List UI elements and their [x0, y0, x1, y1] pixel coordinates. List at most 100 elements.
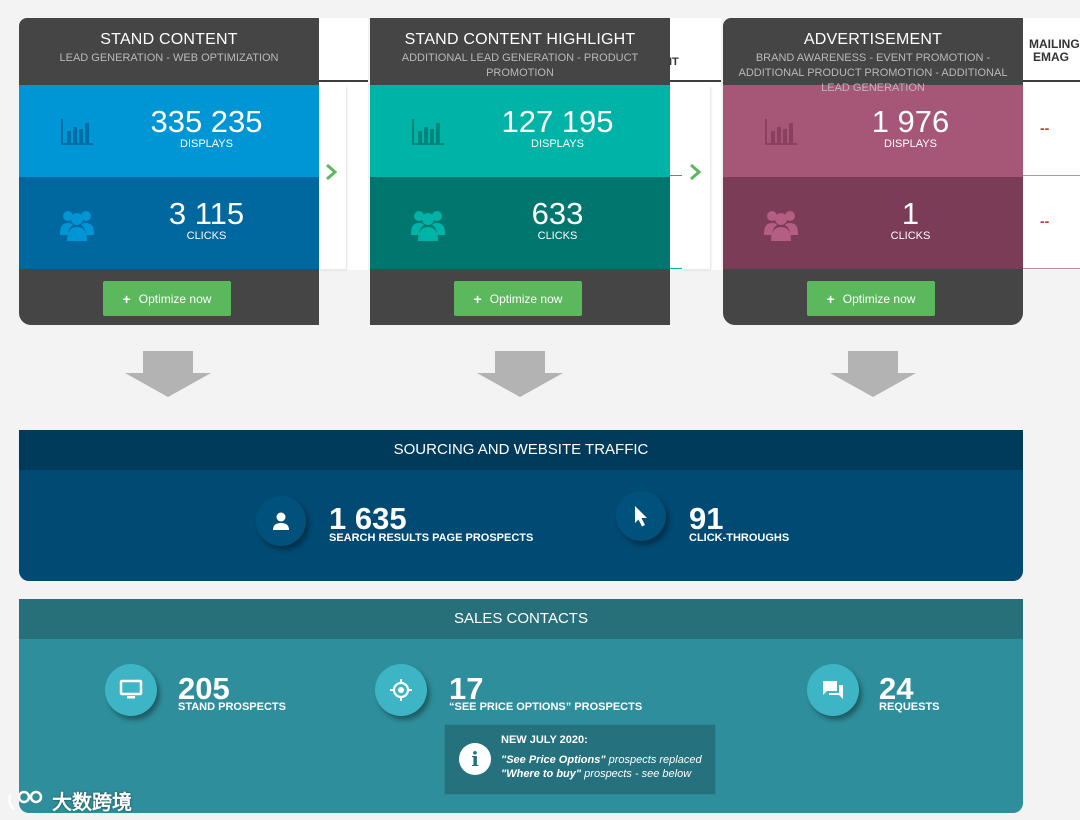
stand-content-highlight-card: STAND CONTENT HIGHLIGHT ADDITIONAL LEAD …: [370, 18, 670, 325]
displays-label: DISPLAYS: [884, 138, 937, 150]
mailing-divider: [1022, 175, 1080, 176]
card-footer: + Optimize now: [370, 269, 670, 325]
mailing-header: MAILING EMAG: [1022, 18, 1080, 82]
optimize-now-button[interactable]: + Optimize now: [807, 281, 935, 316]
mailing-divider: [1022, 268, 1080, 269]
optimize-now-label: Optimize now: [842, 291, 916, 306]
clicks-value: 633: [531, 196, 584, 231]
sales-contacts-title: SALES CONTACTS: [19, 599, 1023, 639]
advertisement-card: ADVERTISEMENT BRAND AWARENESS - EVENT PR…: [723, 18, 1023, 325]
displays-value: 335 235: [150, 104, 263, 139]
stand-content-card: STAND CONTENT LEAD GENERATION - WEB OPTI…: [19, 18, 319, 325]
card-header: STAND CONTENT HIGHLIGHT ADDITIONAL LEAD …: [370, 18, 670, 85]
partial-header-text: IT: [669, 56, 679, 68]
mailing-value: --: [1040, 120, 1050, 136]
bar-chart-icon: [61, 119, 93, 145]
requests-value: 24: [879, 671, 914, 706]
click-throughs-value: 91: [689, 501, 724, 536]
down-arrow-icon: [477, 351, 563, 397]
teal-row-line: [669, 175, 683, 176]
card-subtitle: ADDITIONAL LEAD GENERATION - PRODUCT PRO…: [401, 52, 639, 79]
mailing-column: MAILING EMAG -- --: [1022, 18, 1080, 270]
chat-icon: [823, 681, 843, 699]
teal-row-line-2: [669, 268, 683, 269]
stand-prospects-value: 205: [178, 671, 230, 706]
optimize-now-label: Optimize now: [138, 291, 212, 306]
cursor-icon: [635, 506, 647, 527]
info-line-1-text: prospects replaced: [605, 754, 702, 766]
users-icon: [411, 211, 445, 241]
card-header: ADVERTISEMENT BRAND AWARENESS - EVENT PR…: [723, 18, 1023, 94]
plus-icon: +: [826, 290, 835, 307]
users-icon: [764, 211, 798, 241]
card-subtitle: LEAD GENERATION - WEB OPTIMIZATION: [59, 52, 279, 64]
person-circle: [256, 496, 306, 546]
optimize-now-button[interactable]: + Optimize now: [103, 281, 231, 316]
clicks-label: CLICKS: [537, 230, 578, 242]
info-line-2-bold: "Where to buy": [501, 768, 582, 780]
chevron-right-icon: [326, 163, 338, 181]
displays-metric: 335 235 DISPLAYS: [19, 85, 319, 177]
displays-value: 1 976: [871, 104, 950, 139]
card-footer: + Optimize now: [19, 269, 319, 325]
info-line-1-bold: "See Price Options": [501, 754, 606, 766]
sales-contacts-panel: SALES CONTACTS 205 STAND PROSPECTS 17 “S…: [19, 599, 1023, 813]
chevron-right-icon: [690, 163, 702, 181]
expand-panel-2[interactable]: [682, 86, 710, 269]
clicks-metric: 633 CLICKS: [370, 177, 670, 269]
search-prospects-value: 1 635: [329, 501, 407, 536]
optimize-now-label: Optimize now: [489, 291, 563, 306]
clicks-metric: 3 115 CLICKS: [19, 177, 319, 269]
sourcing-title: SOURCING AND WEBSITE TRAFFIC: [19, 430, 1023, 470]
bar-chart-icon: [765, 119, 797, 145]
expand-panel-1[interactable]: [318, 86, 346, 269]
target-icon: [390, 679, 412, 701]
watermark: 大数跨境: [6, 786, 132, 815]
sales-contacts-body: 205 STAND PROSPECTS 17 “SEE PRICE OPTION…: [19, 639, 1023, 813]
plus-icon: +: [122, 290, 131, 307]
displays-metric: 127 195 DISPLAYS: [370, 85, 670, 177]
bar-chart-icon: [412, 119, 444, 145]
clicks-label: CLICKS: [890, 230, 931, 242]
card-header: STAND CONTENT LEAD GENERATION - WEB OPTI…: [19, 18, 319, 85]
click-throughs-label: CLICK-THROUGHS: [689, 532, 790, 544]
card-footer: + Optimize now: [723, 269, 1023, 325]
optimize-now-button[interactable]: + Optimize now: [454, 281, 582, 316]
chat-circle: [807, 664, 859, 716]
card-title: STAND CONTENT HIGHLIGHT: [404, 31, 636, 48]
displays-label: DISPLAYS: [531, 138, 584, 150]
stand-prospects-label: STAND PROSPECTS: [178, 701, 286, 713]
card-subtitle: BRAND AWARENESS - EVENT PROMOTION - ADDI…: [738, 52, 1008, 94]
plus-icon: +: [473, 290, 482, 307]
info-icon: i: [459, 743, 491, 775]
watermark-text: 大数跨境: [52, 792, 132, 814]
monitor-icon: [119, 679, 143, 699]
info-line-2-text: prospects - see below: [581, 768, 692, 780]
users-icon: [60, 211, 94, 241]
sourcing-panel: SOURCING AND WEBSITE TRAFFIC 1 635 SEARC…: [19, 430, 1023, 581]
price-options-label: “SEE PRICE OPTIONS” PROSPECTS: [449, 701, 643, 713]
mailing-header-text: MAILING EMAG: [1029, 37, 1080, 64]
mailing-value: --: [1040, 213, 1050, 229]
cursor-circle: [616, 491, 666, 541]
down-arrow-icon: [125, 351, 211, 397]
watermark-logo-icon: [8, 790, 43, 810]
search-prospects-label: SEARCH RESULTS PAGE PROSPECTS: [329, 532, 534, 544]
displays-metric: 1 976 DISPLAYS: [723, 85, 1023, 177]
monitor-circle: [105, 664, 157, 716]
clicks-value: 3 115: [168, 196, 245, 231]
card-title: ADVERTISEMENT: [803, 31, 943, 48]
requests-label: REQUESTS: [879, 701, 940, 713]
info-line-2: "Where to buy" prospects - see below: [501, 768, 691, 780]
down-arrow-icon: [830, 351, 916, 397]
price-options-value: 17: [449, 671, 484, 706]
info-box: i NEW JULY 2020: "See Price Options" pro…: [445, 725, 715, 794]
card-title: STAND CONTENT: [100, 31, 238, 48]
clicks-label: CLICKS: [186, 230, 227, 242]
info-line-1: "See Price Options" prospects replaced: [501, 754, 702, 766]
target-circle: [375, 664, 427, 716]
clicks-value: 1: [901, 196, 920, 231]
displays-label: DISPLAYS: [180, 138, 233, 150]
clicks-metric: 1 CLICKS: [723, 177, 1023, 269]
sourcing-body: 1 635 SEARCH RESULTS PAGE PROSPECTS 91 C…: [19, 470, 1023, 581]
